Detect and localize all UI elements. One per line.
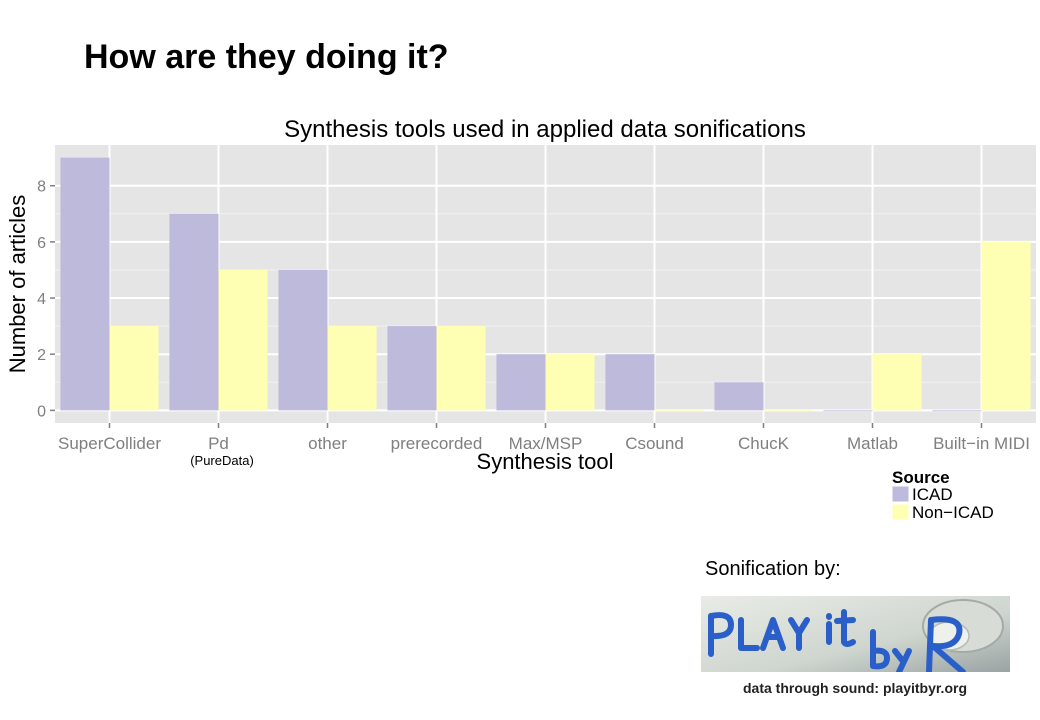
bar-non-icad-2 [327,326,377,411]
bar-non-icad-0 [109,326,159,411]
bar-non-icad-7 [872,354,922,411]
bar-icad-3 [387,326,437,411]
y-tick-label: 8 [37,179,46,196]
bar-non-icad-5 [654,410,704,412]
x-tick-label: Pd [208,434,229,453]
bar-non-icad-4 [545,354,595,411]
x-axis-label: Synthesis tool [477,449,614,474]
x-tick-label: prerecorded [391,434,483,453]
y-tick-label: 4 [37,291,46,308]
legend-swatch-icad [891,485,910,503]
x-tick-label: ChucK [738,434,790,453]
x-axis-ticks: SuperCollider Pd other prerecorded Max/MSP Cs… [58,423,1030,453]
y-axis-ticks: 0 2 4 6 8 [37,179,55,420]
x-tick-label: other [308,434,347,453]
legend-title: Source [892,468,950,487]
bar-icad-5 [605,354,655,411]
credit-label: Sonification by: [705,558,841,580]
bar-chart: Synthesis tools used in applied data son… [5,116,1036,522]
bar-non-icad-8 [981,241,1031,411]
logo-caption: data through sound: playitbyr.org [743,680,967,696]
bar-icad-6 [714,382,764,411]
bar-icad-2 [278,269,328,411]
bar-icad-0 [60,157,110,411]
y-axis-label: Number of articles [5,195,30,374]
legend-label-icad: ICAD [912,485,953,504]
x-tick-label: Max/MSP [509,434,583,453]
bar-non-icad-6 [763,410,813,412]
bar-non-icad-1 [218,269,268,411]
bar-icad-1 [169,213,219,411]
y-tick-label: 2 [37,347,46,364]
bar-icad-7 [823,410,873,412]
legend-label-non-icad: Non−ICAD [912,503,994,522]
chart-title: Synthesis tools used in applied data son… [284,116,806,143]
pd-category-note: (PureData) [190,453,254,468]
legend-swatch-non-icad [891,503,910,521]
bars [60,157,1031,412]
playitbyr-logo: data through sound: playitbyr.org [701,596,1010,700]
x-tick-label: Csound [625,434,684,453]
y-tick-label: 0 [37,403,46,420]
x-tick-label: Matlab [847,434,898,453]
bar-icad-4 [496,354,546,411]
x-tick-label: Built−in MIDI [933,434,1030,453]
bar-icad-8 [932,410,982,412]
y-tick-label: 6 [37,235,46,252]
bar-non-icad-3 [436,326,486,411]
x-tick-label: SuperCollider [58,434,161,453]
page-title: How are they doing it? [84,38,449,76]
